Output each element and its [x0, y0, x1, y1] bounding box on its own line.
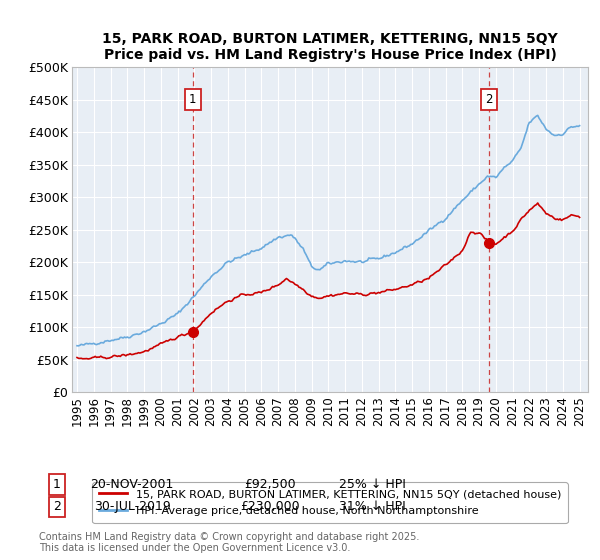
Text: £92,500: £92,500	[244, 478, 296, 491]
Text: Contains HM Land Registry data © Crown copyright and database right 2025.
This d: Contains HM Land Registry data © Crown c…	[39, 531, 419, 553]
Text: £230,000: £230,000	[240, 500, 300, 514]
Text: 20-NOV-2001: 20-NOV-2001	[91, 478, 173, 491]
Text: 25% ↓ HPI: 25% ↓ HPI	[338, 478, 406, 491]
Text: 30-JUL-2019: 30-JUL-2019	[94, 500, 170, 514]
Text: 2: 2	[53, 500, 61, 514]
Text: 1: 1	[189, 93, 196, 106]
Text: 2: 2	[485, 93, 493, 106]
Title: 15, PARK ROAD, BURTON LATIMER, KETTERING, NN15 5QY
Price paid vs. HM Land Regist: 15, PARK ROAD, BURTON LATIMER, KETTERING…	[102, 32, 558, 62]
Text: 31% ↓ HPI: 31% ↓ HPI	[338, 500, 406, 514]
Text: 1: 1	[53, 478, 61, 491]
Legend: 15, PARK ROAD, BURTON LATIMER, KETTERING, NN15 5QY (detached house), HPI: Averag: 15, PARK ROAD, BURTON LATIMER, KETTERING…	[92, 482, 568, 523]
